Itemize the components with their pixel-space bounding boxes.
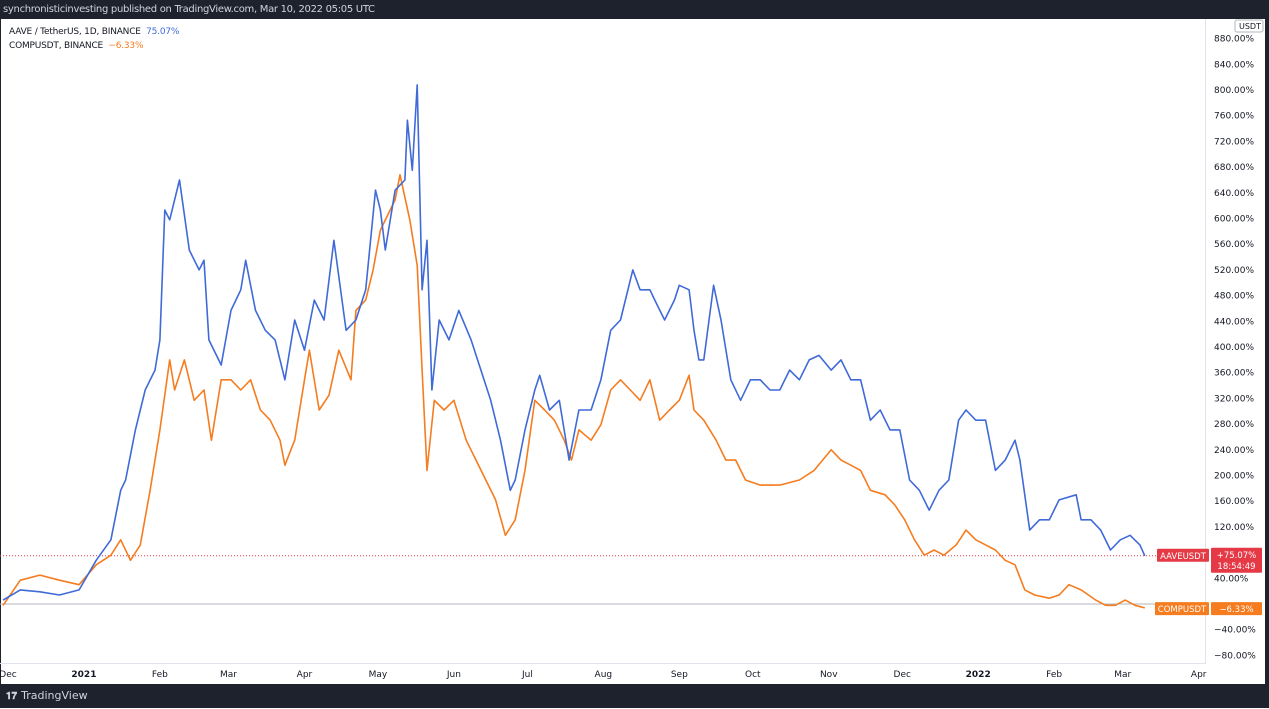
x-tick-label: Apr	[1191, 670, 1207, 680]
legend-comp-label: COMPUSDT, BINANCE	[9, 41, 104, 51]
series-line-aaveusdt[interactable]	[2, 84, 1146, 601]
tradingview-logo-icon: 𝟏𝟕	[6, 691, 18, 702]
footer-bar: 𝟏𝟕 TradingView	[0, 684, 1269, 708]
legend-aave-label: AAVE / TetherUS, 1D, BINANCE	[9, 27, 141, 37]
x-tick-label: Apr	[297, 670, 313, 680]
series-line-compusdt[interactable]	[2, 174, 1146, 609]
y-tick-label: 720.00%	[1214, 137, 1254, 147]
y-tick-label: 880.00%	[1214, 35, 1254, 45]
legend-comp: COMPUSDT, BINANCE −6.33%	[9, 41, 143, 51]
svg-text:COMPUSDT: COMPUSDT	[1158, 605, 1207, 615]
y-tick-label: 520.00%	[1214, 266, 1254, 276]
y-tick-label: 560.00%	[1214, 240, 1254, 250]
comp-value-badge: −6.33%	[1211, 602, 1262, 616]
x-tick-label: Dec	[894, 670, 911, 680]
aave-value-badge: +75.07%18:54:49	[1211, 547, 1262, 573]
x-tick-label: 2022	[966, 670, 991, 680]
y-tick-label: 200.00%	[1214, 472, 1254, 482]
svg-text:USDT: USDT	[1239, 22, 1261, 31]
x-tick-label: Mar	[220, 670, 237, 680]
x-tick-label: Oct	[745, 670, 761, 680]
y-tick-label: 400.00%	[1214, 343, 1254, 353]
left-frame	[0, 19, 1, 684]
y-tick-label: 840.00%	[1214, 60, 1254, 70]
publisher-bar: synchronisticinvesting published on Trad…	[0, 0, 1269, 19]
x-tick-label: 2021	[71, 670, 96, 680]
svg-text:18:54:49: 18:54:49	[1217, 562, 1255, 572]
y-tick-label: 600.00%	[1214, 215, 1254, 225]
x-tick-label: Feb	[1046, 670, 1062, 680]
x-tick-label: Jun	[446, 670, 461, 680]
currency-label[interactable]: USDT	[1234, 19, 1264, 33]
footer-brand[interactable]: TradingView	[21, 689, 88, 702]
svg-text:+75.07%: +75.07%	[1217, 551, 1257, 561]
publisher-text: synchronisticinvesting published on Trad…	[3, 4, 375, 15]
y-tick-label: 120.00%	[1214, 523, 1254, 533]
y-tick-label: 240.00%	[1214, 446, 1254, 456]
y-tick-label: 640.00%	[1214, 189, 1254, 199]
y-tick-label: 40.00%	[1214, 574, 1249, 584]
svg-text:−6.33%: −6.33%	[1219, 605, 1253, 615]
y-tick-label: 280.00%	[1214, 420, 1254, 430]
x-tick-label: Jul	[521, 670, 533, 680]
y-tick-label: 440.00%	[1214, 317, 1254, 327]
x-tick-label: Nov	[820, 670, 838, 680]
x-tick-label: May	[369, 670, 388, 680]
chart-canvas[interactable]: −80.00% −40.00% 40.00% 120.00% 160.00% 200.00…	[0, 19, 1265, 684]
time-axis-border	[0, 663, 1205, 664]
price-axis-border	[1205, 19, 1206, 664]
y-tick-label: 800.00%	[1214, 86, 1254, 96]
legend-aave: AAVE / TetherUS, 1D, BINANCE 75.07%	[9, 27, 179, 37]
right-frame	[1265, 19, 1269, 684]
x-tick-label: Mar	[1114, 670, 1131, 680]
x-tick-label: Dec	[0, 670, 17, 680]
legend-aave-value: 75.07%	[146, 27, 180, 37]
y-tick-label: 360.00%	[1214, 369, 1254, 379]
x-tick-label: Sep	[671, 670, 688, 680]
y-tick-label: 480.00%	[1214, 292, 1254, 302]
y-tick-label: 160.00%	[1214, 497, 1254, 507]
y-tick-label: −40.00%	[1214, 626, 1256, 636]
y-tick-label: −80.00%	[1214, 651, 1256, 661]
aave-symbol-badge: AAVEUSDT	[1157, 548, 1209, 562]
comp-symbol-badge: COMPUSDT	[1155, 602, 1209, 616]
y-tick-label: 320.00%	[1214, 394, 1254, 404]
svg-text:AAVEUSDT: AAVEUSDT	[1160, 552, 1207, 562]
x-tick-label: Aug	[595, 670, 613, 680]
y-tick-label: 680.00%	[1214, 163, 1254, 173]
y-tick-label: 760.00%	[1214, 112, 1254, 122]
x-tick-label: Feb	[152, 670, 168, 680]
legend-comp-value: −6.33%	[108, 41, 144, 51]
